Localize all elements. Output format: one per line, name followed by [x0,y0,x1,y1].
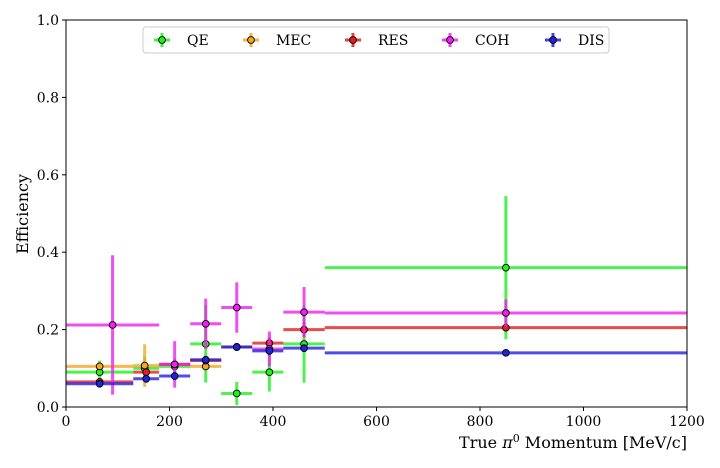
data-point [265,347,274,355]
data-layer [66,196,687,406]
ticks-layer: 0 200 400 600 800 1000 1200 0.0 0.2 0.4 0.6 0.8 1.0 [37,13,705,430]
data-point [170,360,179,369]
data-point [142,368,151,377]
series-dis [66,343,687,388]
legend-label: DIS [578,33,604,49]
data-point [201,355,210,364]
data-point [140,361,149,370]
x-tick-label: 0 [62,414,71,430]
legend-entry-coh: COH [442,33,509,49]
x-axis-label-rest: Momentum [MeV/c] [520,433,687,452]
data-point [95,379,104,388]
x-tick-label: 400 [260,414,287,430]
legend-swatch-marker [446,36,454,44]
data-point [142,374,151,383]
legend-entry-dis: DIS [545,33,604,49]
x-tick-label: 600 [363,414,390,430]
data-point [502,309,510,317]
legend-label: QE [187,33,209,49]
y-tick-label: 0.4 [37,245,59,261]
legend-label: COH [475,33,509,49]
legend-label: RES [378,33,408,49]
data-point [201,319,210,328]
data-point [232,389,241,398]
x-axis-label-symbol: π [501,433,513,452]
legend-label: MEC [276,33,311,49]
legend-box [142,26,610,54]
legend-swatch-marker [549,36,557,44]
x-tick-label: 1200 [669,414,705,430]
data-point [300,344,308,353]
data-point [108,321,117,329]
data-point [170,372,179,380]
legend-swatch-marker [349,36,357,44]
legend-swatch-marker [247,36,255,44]
x-tick-label: 800 [467,414,494,430]
data-point [502,348,510,357]
legend-entry-res: RES [345,33,408,49]
y-tick-label: 0.6 [37,168,59,184]
data-point [265,368,274,377]
y-axis-label: Efficiency [13,174,32,254]
data-point [502,263,510,272]
x-axis-label-superscript: 0 [513,432,520,445]
legend-entry-qe: QE [154,33,209,49]
legend-entries: QE MEC RES COH DIS [154,33,604,49]
y-tick-label: 0.8 [37,90,59,106]
data-point [232,343,241,351]
x-tick-label: 200 [156,414,183,430]
data-point [232,303,241,312]
y-tick-label: 0.0 [37,400,59,416]
y-tick-label: 0.2 [37,323,59,339]
legend: QE MEC RES COH DIS [142,26,610,54]
data-point [95,362,104,371]
y-tick-label: 1.0 [37,13,59,29]
x-axis-label: True π0 Momentum [MeV/c] [459,432,687,452]
x-axis-label-prefix: True [459,433,502,452]
data-point [300,308,308,317]
x-tick-label: 1000 [566,414,602,430]
legend-swatch-marker [158,36,166,44]
legend-entry-mec: MEC [243,33,311,49]
